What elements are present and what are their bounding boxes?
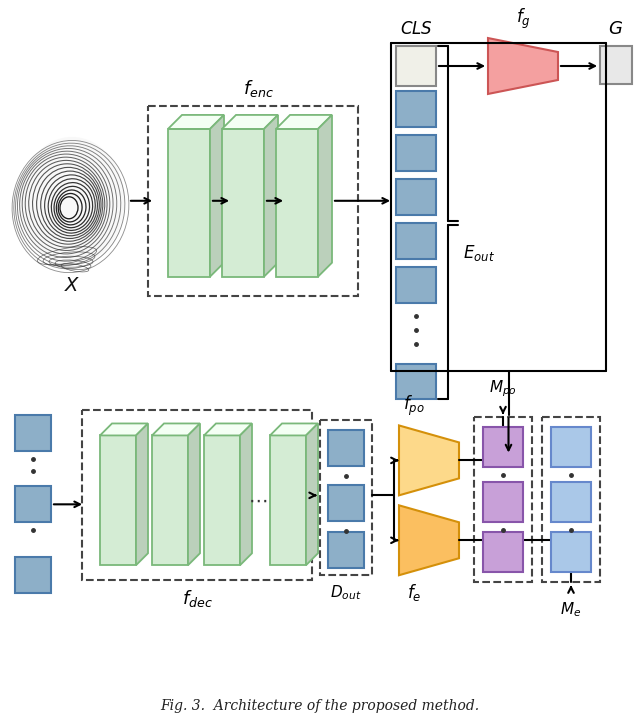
- Polygon shape: [399, 425, 459, 495]
- FancyBboxPatch shape: [15, 415, 51, 451]
- Polygon shape: [270, 424, 318, 435]
- Text: $f_{enc}$: $f_{enc}$: [243, 78, 273, 99]
- Polygon shape: [204, 435, 240, 565]
- Polygon shape: [152, 424, 200, 435]
- FancyBboxPatch shape: [483, 532, 523, 573]
- Text: $X$: $X$: [64, 277, 80, 295]
- FancyBboxPatch shape: [15, 557, 51, 593]
- Text: $f_g$: $f_g$: [516, 6, 531, 31]
- Polygon shape: [100, 424, 148, 435]
- FancyBboxPatch shape: [396, 46, 436, 86]
- Polygon shape: [318, 115, 332, 277]
- FancyBboxPatch shape: [600, 46, 632, 84]
- FancyBboxPatch shape: [551, 532, 591, 573]
- Polygon shape: [168, 129, 210, 277]
- Polygon shape: [264, 115, 278, 277]
- Polygon shape: [276, 129, 318, 277]
- FancyBboxPatch shape: [396, 364, 436, 399]
- Polygon shape: [188, 424, 200, 565]
- Polygon shape: [276, 115, 332, 129]
- FancyBboxPatch shape: [15, 487, 51, 522]
- Text: $M_{po}$: $M_{po}$: [489, 379, 517, 399]
- FancyBboxPatch shape: [328, 485, 364, 521]
- FancyBboxPatch shape: [483, 427, 523, 467]
- Text: $\cdots$: $\cdots$: [248, 491, 268, 510]
- FancyBboxPatch shape: [483, 482, 523, 522]
- Polygon shape: [306, 424, 318, 565]
- Polygon shape: [136, 424, 148, 565]
- Text: $D_{out}$: $D_{out}$: [330, 583, 362, 602]
- Text: $CLS$: $CLS$: [399, 21, 433, 38]
- Polygon shape: [100, 435, 136, 565]
- Polygon shape: [210, 115, 224, 277]
- Polygon shape: [204, 424, 252, 435]
- FancyBboxPatch shape: [551, 482, 591, 522]
- Text: $f_e$: $f_e$: [407, 582, 421, 603]
- Text: Fig. 3.  Architecture of the proposed method.: Fig. 3. Architecture of the proposed met…: [161, 699, 479, 713]
- Polygon shape: [222, 129, 264, 277]
- Polygon shape: [399, 505, 459, 575]
- Text: $G$: $G$: [609, 20, 623, 38]
- FancyBboxPatch shape: [328, 430, 364, 466]
- Polygon shape: [270, 435, 306, 565]
- Ellipse shape: [19, 137, 125, 265]
- Polygon shape: [222, 115, 278, 129]
- Text: $M_e$: $M_e$: [561, 600, 582, 619]
- FancyBboxPatch shape: [396, 179, 436, 214]
- Text: $f_{dec}$: $f_{dec}$: [182, 588, 212, 609]
- Polygon shape: [152, 435, 188, 565]
- FancyBboxPatch shape: [328, 532, 364, 568]
- FancyBboxPatch shape: [396, 223, 436, 258]
- FancyBboxPatch shape: [396, 91, 436, 127]
- Text: $f_{po}$: $f_{po}$: [403, 394, 425, 419]
- Text: $E_{out}$: $E_{out}$: [463, 243, 495, 263]
- FancyBboxPatch shape: [551, 427, 591, 467]
- Polygon shape: [488, 38, 558, 94]
- FancyBboxPatch shape: [396, 266, 436, 303]
- Polygon shape: [240, 424, 252, 565]
- Polygon shape: [168, 115, 224, 129]
- FancyBboxPatch shape: [396, 135, 436, 171]
